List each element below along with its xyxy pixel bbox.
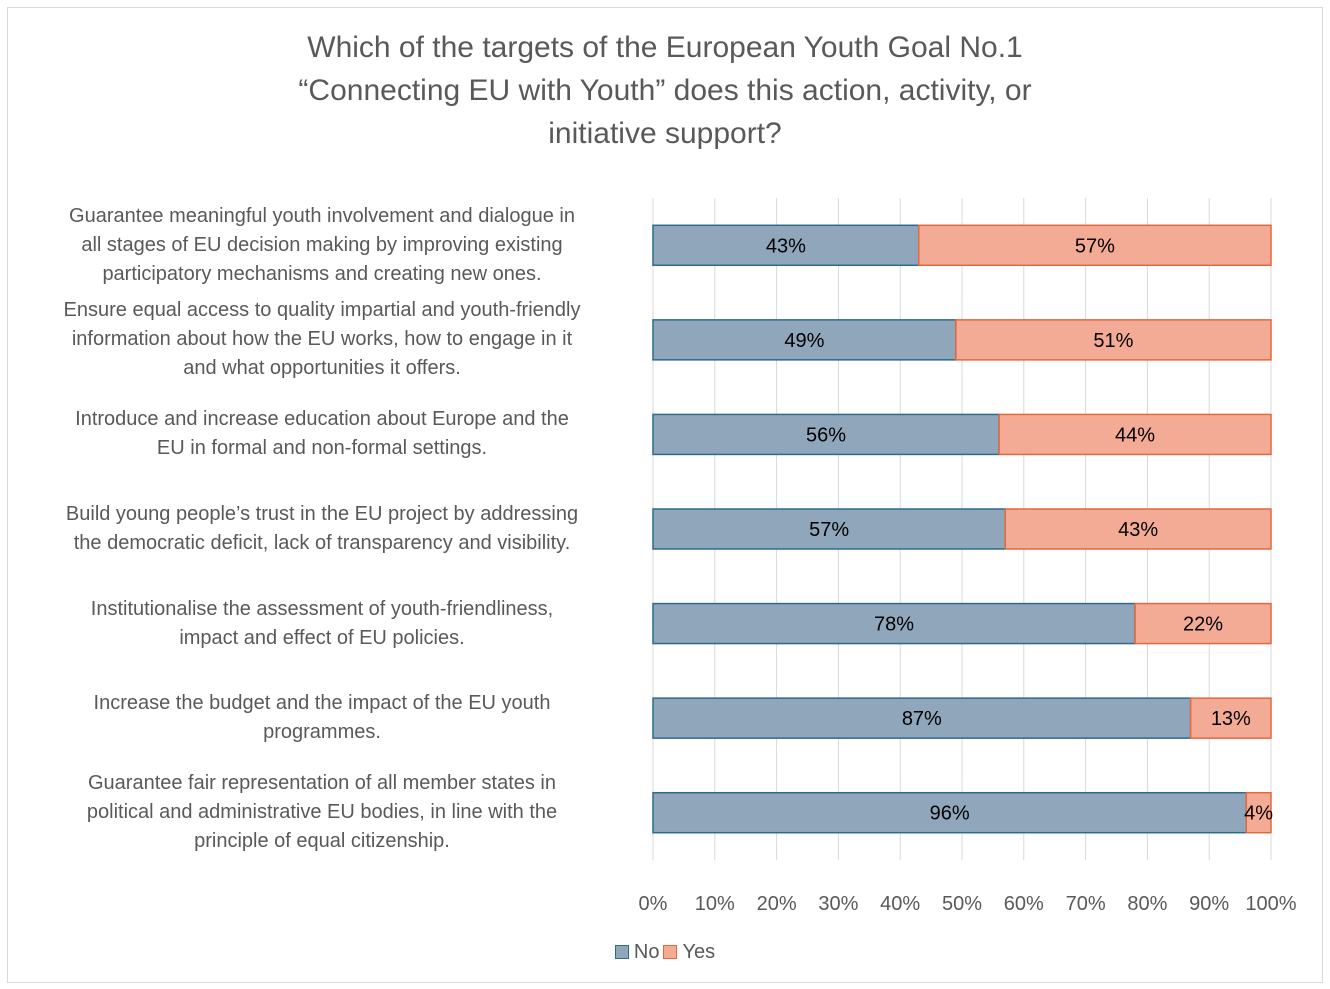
category-label-line: Guarantee meaningful youth involvement a… bbox=[69, 204, 575, 227]
category-label-line: and what opportunities it offers. bbox=[183, 357, 461, 380]
legend-label: No bbox=[633, 941, 660, 963]
data-label: 96% bbox=[930, 803, 970, 825]
bar-yes bbox=[1004, 508, 1272, 550]
bar-yes bbox=[1134, 602, 1272, 645]
chart-title-line: Which of the targets of the European You… bbox=[307, 31, 1023, 64]
chart-title-line: initiative support? bbox=[548, 117, 782, 150]
x-tick-label: 60% bbox=[1004, 893, 1044, 915]
x-tick-label: 80% bbox=[1127, 893, 1167, 915]
legend-label: Yes bbox=[682, 941, 716, 963]
category-label: Increase the budget and the impact of th… bbox=[12, 689, 632, 747]
category-label-line: Guarantee fair representation of all mem… bbox=[87, 772, 557, 795]
data-label: 78% bbox=[874, 614, 914, 636]
x-tick-label: 20% bbox=[757, 893, 797, 915]
category-label-line: all stages of EU decision making by impr… bbox=[81, 233, 563, 256]
category-label-line: programmes. bbox=[263, 721, 381, 744]
bar-no bbox=[652, 413, 1000, 456]
category-label-line: Introduce and increase education about E… bbox=[75, 408, 569, 431]
bar-yes bbox=[955, 319, 1272, 361]
data-label: 43% bbox=[1118, 519, 1158, 541]
bar-no bbox=[652, 508, 1007, 550]
data-label: 57% bbox=[809, 519, 849, 541]
bar-no bbox=[652, 697, 1192, 739]
category-label-line: principle of equal citizenship. bbox=[194, 830, 450, 853]
x-tick-label: 0% bbox=[639, 893, 668, 915]
data-label: 4% bbox=[1244, 803, 1273, 825]
category-label: Build young people’s trust in the EU pro… bbox=[12, 500, 632, 558]
category-label-line: information about how the EU works, how … bbox=[71, 328, 573, 351]
chart-title: Which of the targets of the European You… bbox=[165, 26, 1165, 155]
category-label: Guarantee fair representation of all mem… bbox=[12, 769, 632, 856]
category-label-line: impact and effect of EU policies. bbox=[179, 626, 465, 649]
category-label-line: Institutionalise the assessment of youth… bbox=[90, 597, 554, 620]
category-label: Guarantee meaningful youth involvement a… bbox=[12, 202, 632, 289]
data-label: 56% bbox=[806, 424, 846, 446]
data-label: 51% bbox=[1093, 330, 1133, 352]
legend-swatch bbox=[663, 945, 678, 959]
x-tick-label: 90% bbox=[1189, 893, 1229, 915]
category-label-line: political and administrative EU bodies, … bbox=[86, 801, 558, 824]
category-label: Introduce and increase education about E… bbox=[12, 405, 632, 463]
bar-yes bbox=[998, 413, 1272, 456]
data-label: 43% bbox=[766, 235, 806, 257]
legend-item-no: No bbox=[614, 941, 660, 964]
x-tick-label: 30% bbox=[818, 893, 858, 915]
legend-swatch bbox=[614, 945, 629, 959]
category-label: Ensure equal access to quality impartial… bbox=[12, 296, 632, 383]
category-label-line: participatory mechanisms and creating ne… bbox=[102, 262, 542, 285]
data-label: 13% bbox=[1211, 708, 1251, 730]
legend-item-yes: Yes bbox=[663, 941, 715, 964]
bar-yes bbox=[1245, 791, 1272, 834]
data-label: 44% bbox=[1115, 424, 1155, 446]
chart-title-line: “Connecting EU with Youth” does this act… bbox=[298, 74, 1032, 107]
bar-no bbox=[652, 791, 1248, 834]
data-label: 87% bbox=[902, 708, 942, 730]
bar-yes bbox=[917, 224, 1272, 267]
category-label: Institutionalise the assessment of youth… bbox=[12, 595, 632, 653]
data-label: 22% bbox=[1183, 614, 1223, 636]
x-tick-label: 10% bbox=[695, 893, 735, 915]
category-label-line: Ensure equal access to quality impartial… bbox=[63, 299, 581, 322]
data-label: 57% bbox=[1075, 235, 1115, 257]
x-tick-label: 40% bbox=[880, 893, 920, 915]
x-tick-label: 100% bbox=[1245, 893, 1296, 915]
bar-no bbox=[652, 602, 1136, 645]
data-label: 49% bbox=[784, 330, 824, 352]
bar-yes bbox=[1189, 697, 1272, 739]
x-tick-label: 50% bbox=[942, 893, 982, 915]
category-label-line: Build young people’s trust in the EU pro… bbox=[65, 503, 579, 525]
x-tick-label: 70% bbox=[1066, 893, 1106, 915]
legend: No Yes bbox=[0, 941, 1330, 964]
category-label-line: Increase the budget and the impact of th… bbox=[93, 692, 551, 715]
category-label-line: EU in formal and non-formal settings. bbox=[156, 437, 488, 460]
category-label-line: the democratic deficit, lack of transpar… bbox=[73, 532, 571, 554]
